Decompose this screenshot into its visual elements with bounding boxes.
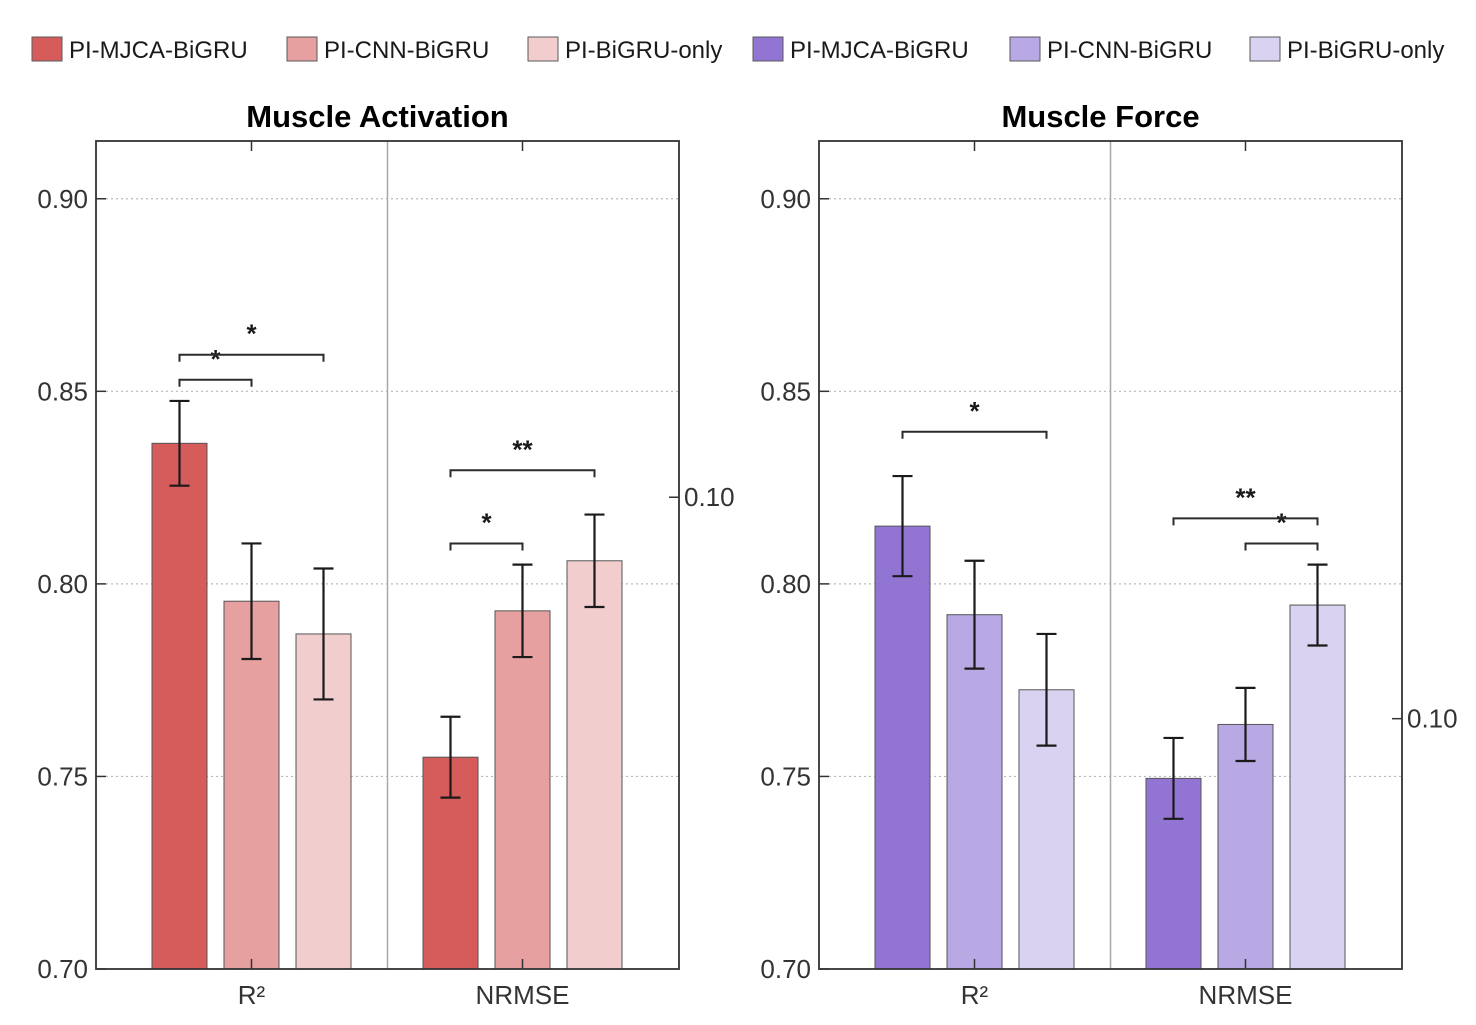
panel-muscle-activation: 0.700.750.800.850.90*****R² NRMSE0.10Musc… [37,99,734,1010]
plot-frame [95,140,680,970]
legend-label: PI-MJCA-BiGRU [69,37,248,64]
legend-label: PI-CNN-BiGRU [1047,37,1212,64]
x-tick-label: R² [238,980,266,1010]
panel-muscle-force: 0.700.750.800.850.90****R² NRMSE0.10Muscl… [760,99,1457,1010]
legend-item: PI-MJCA-BiGRU [752,36,969,64]
legend-item: PI-BiGRU-only [527,36,722,64]
bar [874,525,931,970]
bar [946,614,1003,970]
significance-bracket [901,430,1048,439]
significance-bracket [449,469,596,478]
y-tick-label: 0.90 [37,184,88,214]
significance-marker: * [246,319,257,349]
significance-bracket [449,542,524,551]
significance-bracket [1172,517,1319,526]
legend-item: PI-MJCA-BiGRU [31,36,248,64]
legend-swatch [1249,36,1281,62]
bar [1217,723,1274,970]
legend-item: PI-CNN-BiGRU [286,36,489,64]
legend-swatch [286,36,318,62]
chart-title: Muscle Force [1001,99,1199,134]
y-tick-label: 0.85 [760,376,811,406]
legend-item: PI-CNN-BiGRU [1009,36,1212,64]
bar [1289,604,1346,970]
y-tick-label: 0.85 [37,376,88,406]
significance-bracket [178,378,253,387]
legend-label: PI-BiGRU-only [1287,37,1444,64]
legend-item: PI-BiGRU-only [1249,36,1444,64]
right-axis-label: 0.10 [1407,704,1458,734]
significance-marker: * [1276,507,1287,537]
legend-swatch [752,36,784,62]
y-tick-label: 0.75 [760,761,811,791]
legend: PI-MJCA-BiGRU PI-CNN-BiGRU PI-BiGRU-only PI… [31,36,1444,64]
y-tick-label: 0.80 [760,569,811,599]
significance-marker: ** [512,434,533,464]
bar [151,442,208,970]
legend-swatch [31,36,63,62]
significance-marker: * [969,396,980,426]
bar [566,560,623,970]
significance-bracket [1244,542,1319,551]
significance-marker: * [481,507,492,537]
bar [494,610,551,970]
y-tick-label: 0.75 [37,761,88,791]
significance-marker: * [210,344,221,374]
x-tick-label: NRMSE [1199,980,1293,1010]
right-axis-label: 0.10 [684,482,735,512]
y-tick-label: 0.70 [760,954,811,984]
chart-title: Muscle Activation [246,99,508,134]
plot-frame [818,140,1403,970]
significance-bracket [178,353,325,362]
legend-label: PI-CNN-BiGRU [324,37,489,64]
significance-marker: ** [1235,482,1256,512]
y-tick-label: 0.80 [37,569,88,599]
y-tick-label: 0.90 [760,184,811,214]
legend-swatch [1009,36,1041,62]
legend-swatch [527,36,559,62]
y-tick-label: 0.70 [37,954,88,984]
legend-label: PI-MJCA-BiGRU [790,37,969,64]
x-tick-label: NRMSE [476,980,570,1010]
legend-label: PI-BiGRU-only [565,37,722,64]
x-tick-label: R² [961,980,989,1010]
